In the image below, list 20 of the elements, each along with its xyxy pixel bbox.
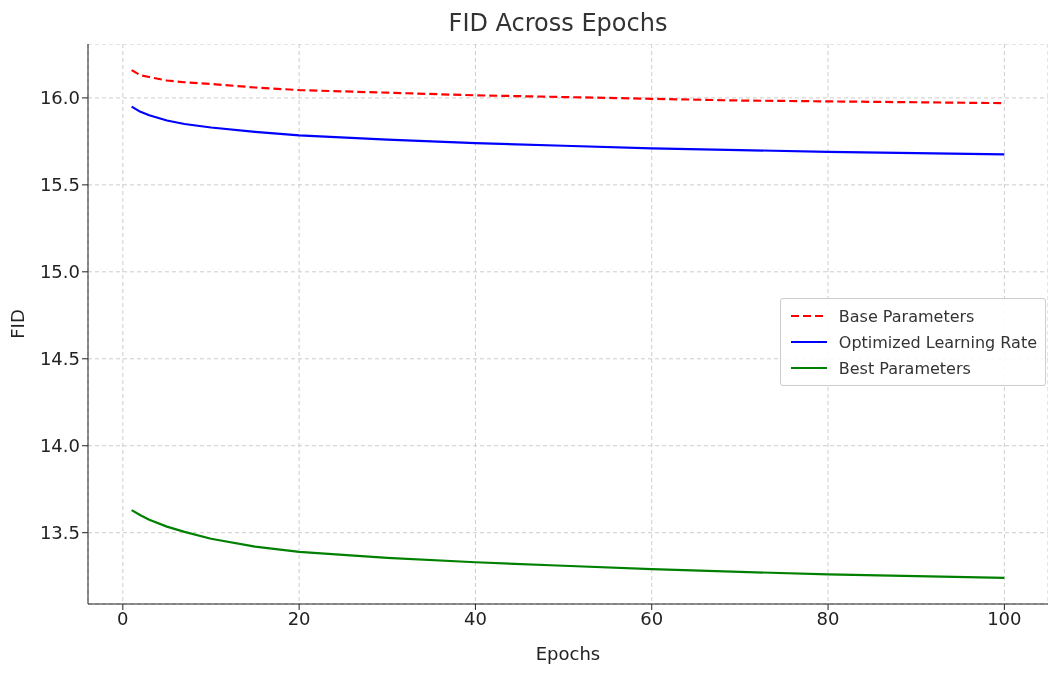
y-tick-label: 15.5 — [39, 174, 80, 196]
legend-label: Best Parameters — [838, 358, 971, 378]
y-tick-label: 15.0 — [39, 261, 80, 283]
x-tick-label: 0 — [117, 607, 129, 629]
x-tick-label: 20 — [287, 607, 311, 629]
legend-label: Optimized Learning Rate — [838, 332, 1037, 352]
y-axis-title: FID — [7, 309, 29, 339]
y-tick-label: 16.0 — [39, 87, 80, 109]
x-tick-label: 80 — [816, 607, 840, 629]
line-series — [130, 508, 1006, 580]
legend-label: Base Parameters — [838, 306, 975, 326]
line-series — [130, 105, 1006, 156]
x-tick-label: 60 — [640, 607, 664, 629]
x-tick-label: 100 — [987, 607, 1022, 629]
chart-title: FID Across Epochs — [447, 8, 669, 39]
y-tick-label: 13.5 — [39, 522, 80, 544]
x-tick-label: 40 — [463, 607, 487, 629]
y-tick-label: 14.0 — [39, 435, 80, 457]
y-tick-label: 14.5 — [39, 348, 80, 370]
x-axis-title: Epochs — [535, 643, 601, 664]
